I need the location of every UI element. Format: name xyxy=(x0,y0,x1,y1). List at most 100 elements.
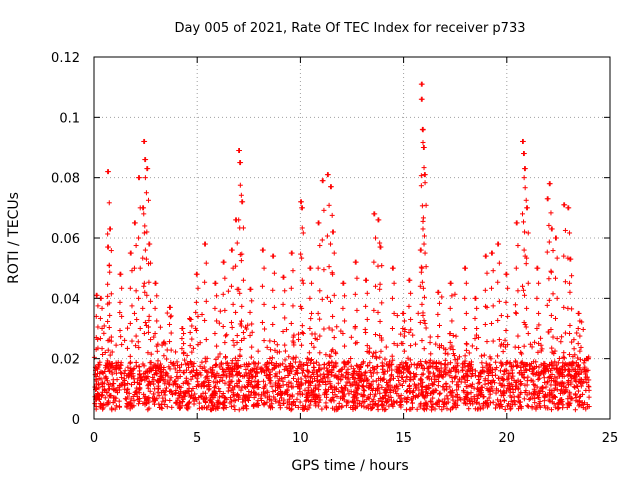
data-point-band xyxy=(116,398,122,404)
data-point-band xyxy=(421,346,427,352)
data-point-band xyxy=(455,363,461,369)
data-point-band xyxy=(261,378,267,384)
data-point-band xyxy=(579,369,585,375)
data-point-streak xyxy=(546,297,552,303)
data-point-streak xyxy=(309,280,315,286)
data-point xyxy=(489,250,495,256)
data-point xyxy=(229,247,235,253)
data-point-streak xyxy=(548,210,554,216)
data-point-streak xyxy=(144,229,150,235)
data-point-streak xyxy=(379,300,385,306)
data-point xyxy=(420,126,426,132)
data-point-streak xyxy=(522,292,528,298)
data-point-band xyxy=(300,362,306,368)
data-point-band xyxy=(429,405,435,411)
data-point xyxy=(132,220,138,226)
data-point-streak xyxy=(513,265,519,271)
data-point-streak xyxy=(154,318,160,324)
data-point-streak xyxy=(550,248,556,254)
data-point-streak xyxy=(373,332,379,338)
data-point xyxy=(281,274,287,280)
data-point-band xyxy=(513,358,519,364)
data-point-band xyxy=(255,348,261,354)
data-point xyxy=(353,259,359,265)
data-point-streak xyxy=(521,175,527,181)
data-point-streak xyxy=(377,318,383,324)
data-point-streak xyxy=(143,190,149,196)
data-point-band xyxy=(105,382,111,388)
data-point-band xyxy=(189,388,195,394)
data-point-band xyxy=(180,369,186,375)
data-point-band xyxy=(472,406,478,412)
data-point-band xyxy=(238,318,244,324)
data-point-streak xyxy=(202,279,208,285)
data-point-streak xyxy=(329,212,335,218)
data-point-band xyxy=(206,378,212,384)
x-tick-labels: 0 5 10 15 20 25 xyxy=(90,431,618,446)
data-point-streak xyxy=(536,310,542,316)
data-point-band xyxy=(264,373,270,379)
data-point-band xyxy=(135,339,141,345)
data-point-band xyxy=(540,371,546,377)
data-point-band xyxy=(447,384,453,390)
data-point-band xyxy=(500,349,506,355)
data-point-band xyxy=(552,348,558,354)
data-point xyxy=(94,292,100,298)
data-point-band xyxy=(407,382,413,388)
data-point-streak xyxy=(259,319,265,325)
data-point-band xyxy=(334,393,340,399)
data-point-streak xyxy=(152,305,158,311)
data-point-band xyxy=(234,340,240,346)
data-point-band xyxy=(556,355,562,361)
data-point-band xyxy=(341,359,347,365)
data-point-band xyxy=(407,406,413,412)
data-point-band xyxy=(377,390,383,396)
data-point-band xyxy=(216,320,222,326)
data-point-streak xyxy=(300,331,306,337)
data-point-band xyxy=(410,332,416,338)
y-axis-label: ROTI / TECUs xyxy=(6,192,22,284)
data-point-band xyxy=(231,342,237,348)
data-point-band xyxy=(122,337,128,343)
data-point-band xyxy=(282,357,288,363)
data-point-streak xyxy=(524,305,530,311)
data-point-streak xyxy=(282,342,288,348)
data-point-band xyxy=(180,399,186,405)
data-point-streak xyxy=(195,285,201,291)
data-point-band xyxy=(229,404,235,410)
data-point-band xyxy=(512,386,518,392)
data-point-band xyxy=(424,360,430,366)
data-point-band xyxy=(549,399,555,405)
data-point xyxy=(328,184,334,190)
data-point-band xyxy=(341,397,347,403)
data-point-band xyxy=(151,401,157,407)
data-point-streak xyxy=(259,283,265,289)
data-point-streak xyxy=(168,313,174,319)
data-point-band xyxy=(236,407,242,413)
data-point-band xyxy=(314,359,320,365)
data-point-streak xyxy=(420,226,426,232)
data-point-band xyxy=(387,377,393,383)
data-point-streak xyxy=(328,298,334,304)
data-point-band xyxy=(459,367,465,373)
data-point-band xyxy=(200,405,206,411)
data-point-band xyxy=(441,387,447,393)
data-point-band xyxy=(156,401,162,407)
data-point-band xyxy=(113,342,119,348)
data-point-streak xyxy=(142,175,148,181)
data-point-streak xyxy=(106,263,112,269)
data-point-band xyxy=(217,378,223,384)
data-point xyxy=(463,265,469,271)
data-point xyxy=(221,259,227,265)
data-point-band xyxy=(155,358,161,364)
data-point-band xyxy=(428,351,434,357)
data-point-streak xyxy=(342,318,348,324)
data-point-streak xyxy=(107,269,113,275)
data-point-band xyxy=(496,401,502,407)
data-point-streak xyxy=(105,318,111,324)
data-point-streak xyxy=(129,303,135,309)
data-point-streak xyxy=(482,321,488,327)
data-point xyxy=(180,326,186,331)
data-point-streak xyxy=(271,304,277,310)
data-point-streak xyxy=(324,233,330,239)
